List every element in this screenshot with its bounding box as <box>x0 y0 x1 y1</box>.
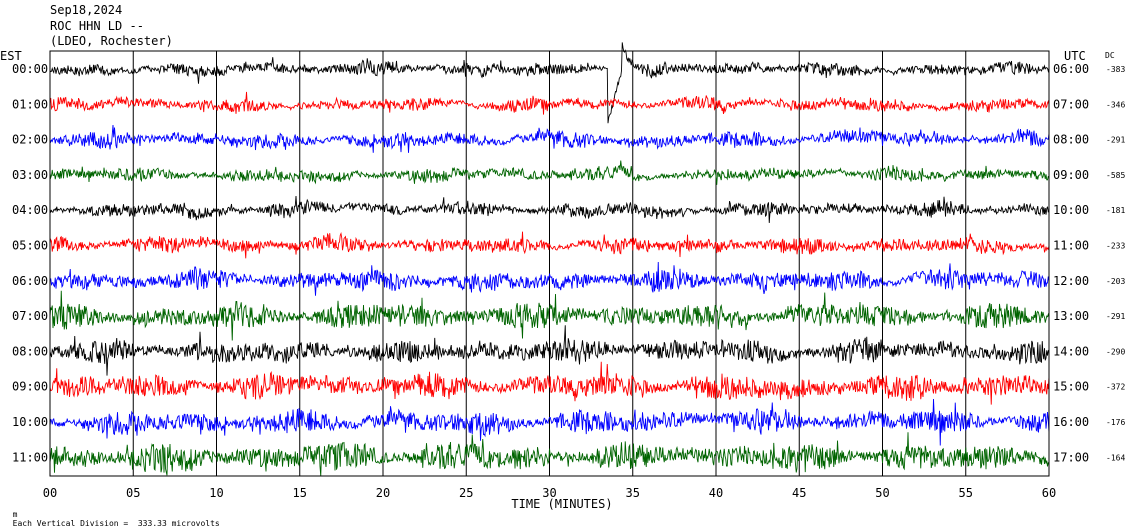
est-hour-label: 01:00 <box>12 97 48 111</box>
est-hour-label: 03:00 <box>12 168 48 182</box>
utc-hour-label: 17:00 <box>1053 450 1089 464</box>
est-hour-label: 11:00 <box>12 450 48 464</box>
est-hour-label: 09:00 <box>12 380 48 394</box>
utc-hour-label: 09:00 <box>1053 168 1089 182</box>
dc-offset-label: -585 <box>1106 171 1125 180</box>
x-axis-title: TIME (MINUTES) <box>511 497 612 511</box>
trace-0300 <box>49 160 1050 185</box>
seismic-traces <box>49 42 1050 476</box>
header-date: Sep18,2024 <box>50 3 123 17</box>
x-tick-label: 10 <box>209 486 223 500</box>
utc-axis-title: UTC <box>1064 49 1086 63</box>
utc-hour-label: 14:00 <box>1053 344 1089 358</box>
dc-offset-label: -383 <box>1106 65 1125 74</box>
x-tick-label: 15 <box>293 486 307 500</box>
est-axis-title: EST <box>0 49 22 63</box>
x-tick-label: 40 <box>709 486 723 500</box>
x-tick-label: 00 <box>43 486 57 500</box>
x-tick-label: 55 <box>959 486 973 500</box>
x-tick-label: 25 <box>459 486 473 500</box>
trace-0500 <box>49 231 1050 259</box>
dc-offset-label: -291 <box>1106 136 1125 145</box>
dc-offset-label: -290 <box>1106 347 1125 356</box>
dc-offset-label: -291 <box>1106 312 1125 321</box>
trace-0800 <box>49 325 1050 376</box>
trace-0200 <box>49 124 1050 153</box>
x-tick-label: 50 <box>875 486 889 500</box>
x-tick-label: 60 <box>1042 486 1056 500</box>
vertical-division-note: Each Vertical Division = 333.33 microvol… <box>12 519 220 528</box>
plot-frame <box>49 50 1050 477</box>
est-hour-label: 10:00 <box>12 415 48 429</box>
trace-0000 <box>49 42 1050 124</box>
time-gridlines <box>49 51 1050 476</box>
header-station: ROC HHN LD -- <box>50 19 144 33</box>
est-hour-label: 05:00 <box>12 239 48 253</box>
utc-hour-label: 15:00 <box>1053 380 1089 394</box>
utc-hour-label: 08:00 <box>1053 133 1089 147</box>
corner-mark: m <box>12 510 18 519</box>
dc-offset-label: -181 <box>1106 206 1125 215</box>
x-tick-label: 30 <box>542 486 556 500</box>
est-hour-label: 06:00 <box>12 274 48 288</box>
utc-hour-label: 06:00 <box>1053 62 1089 76</box>
dc-offset-label: -164 <box>1106 453 1125 462</box>
trace-0900 <box>49 361 1050 405</box>
dc-offset-label: -372 <box>1106 383 1125 392</box>
axis-labels: 00 05 10 15 20 25 30 35 40 45 50 55 60 TIME (MINUTES)… <box>12 62 1125 511</box>
est-hour-label: 08:00 <box>12 344 48 358</box>
dc-offset-label: -233 <box>1106 242 1125 251</box>
dc-column-title: DC <box>1105 51 1115 60</box>
x-tick-label: 20 <box>376 486 390 500</box>
trace-0600 <box>49 261 1050 296</box>
x-tick-label: 35 <box>626 486 640 500</box>
dc-offset-label: -346 <box>1106 100 1125 109</box>
utc-hour-label: 10:00 <box>1053 203 1089 217</box>
trace-0700 <box>49 290 1050 341</box>
dc-offset-label: -176 <box>1106 418 1125 427</box>
x-tick-label: 05 <box>126 486 140 500</box>
est-hour-label: 07:00 <box>12 309 48 323</box>
utc-hour-label: 07:00 <box>1053 97 1089 111</box>
utc-hour-label: 12:00 <box>1053 274 1089 288</box>
scale-note: m Each Vertical Division = 333.33 microv… <box>3 501 220 528</box>
x-tick-label: 45 <box>792 486 806 500</box>
header-network: (LDEO, Rochester) <box>50 34 173 48</box>
est-hour-label: 00:00 <box>12 62 48 76</box>
est-hour-label: 04:00 <box>12 203 48 217</box>
est-hour-label: 02:00 <box>12 133 48 147</box>
dc-offset-label: -203 <box>1106 277 1125 286</box>
trace-0400 <box>49 195 1050 223</box>
utc-hour-label: 13:00 <box>1053 309 1089 323</box>
trace-0100 <box>49 91 1050 115</box>
trace-1100 <box>49 432 1050 476</box>
utc-hour-label: 11:00 <box>1053 239 1089 253</box>
trace-1000 <box>49 399 1050 446</box>
utc-hour-label: 16:00 <box>1053 415 1089 429</box>
